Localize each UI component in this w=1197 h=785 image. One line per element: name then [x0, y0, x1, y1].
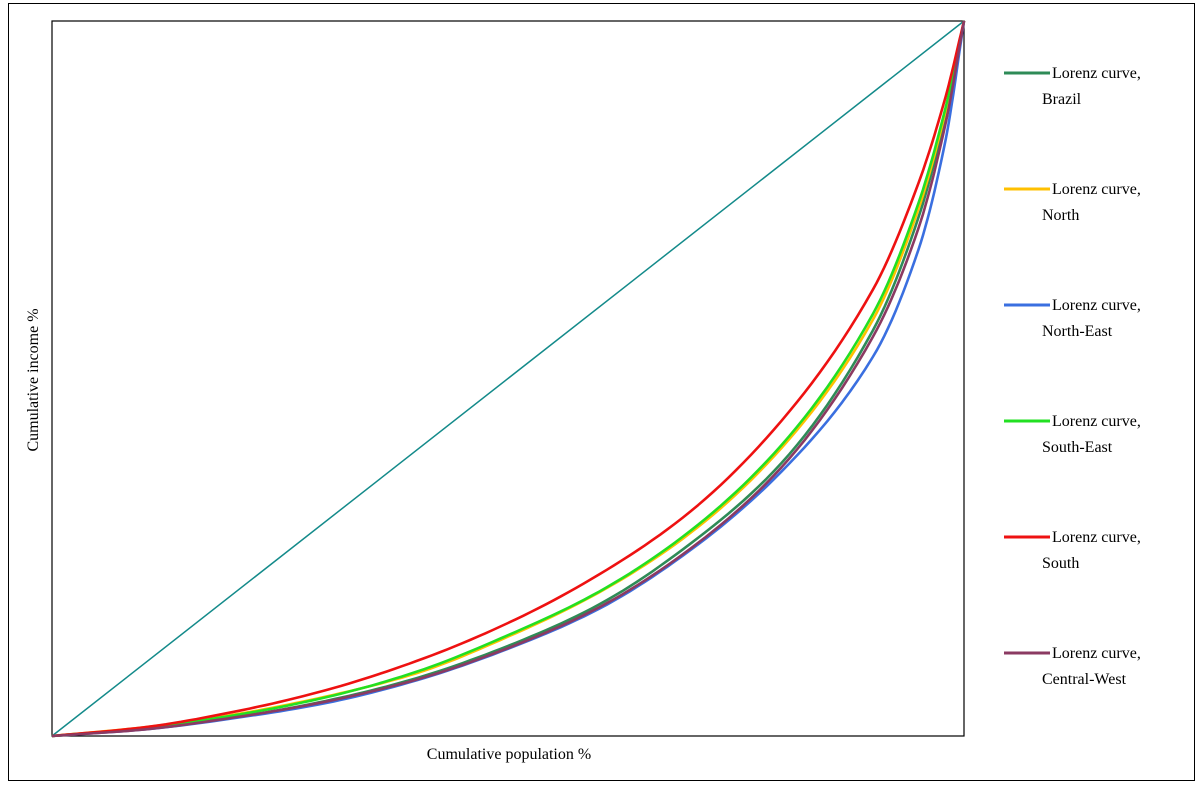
legend-label-line-2: South	[1042, 555, 1079, 572]
legend-label-line-1: Lorenz curve,	[1052, 529, 1141, 546]
legend-label-line-2: Brazil	[1042, 91, 1082, 108]
series-line-south	[51, 20, 966, 738]
legend-label-line-2: South-East	[1042, 439, 1113, 456]
series-layer	[51, 20, 966, 738]
legend-item-north: Lorenz curve, North	[1004, 181, 1141, 224]
equality-line	[51, 20, 965, 737]
legend-label-line-1: Lorenz curve,	[1052, 413, 1141, 430]
legend-item-south-east: Lorenz curve, South-East	[1004, 413, 1141, 456]
x-axis-label: Cumulative population %	[427, 746, 591, 763]
series-line-south-east	[51, 20, 966, 738]
legend-label-line-2: North-East	[1042, 323, 1113, 340]
legend-item-south: Lorenz curve, South	[1004, 529, 1141, 572]
legend-label-line-1: Lorenz curve,	[1052, 297, 1141, 314]
legend-item-north-east: Lorenz curve, North-East	[1004, 297, 1141, 340]
legend-label-line-1: Lorenz curve,	[1052, 645, 1141, 662]
legend-label-line-1: Lorenz curve,	[1052, 65, 1141, 82]
legend-label-line-2: Central-West	[1042, 671, 1127, 688]
legend-label-line-1: Lorenz curve,	[1052, 181, 1141, 198]
y-axis-label: Cumulative income %	[25, 308, 42, 451]
legend-item-central-west: Lorenz curve, Central-West	[1004, 645, 1141, 688]
legend-item-brazil: Lorenz curve, Brazil	[1004, 65, 1141, 108]
legend-label-line-2: North	[1042, 207, 1079, 224]
series-line-central-west	[51, 20, 966, 738]
